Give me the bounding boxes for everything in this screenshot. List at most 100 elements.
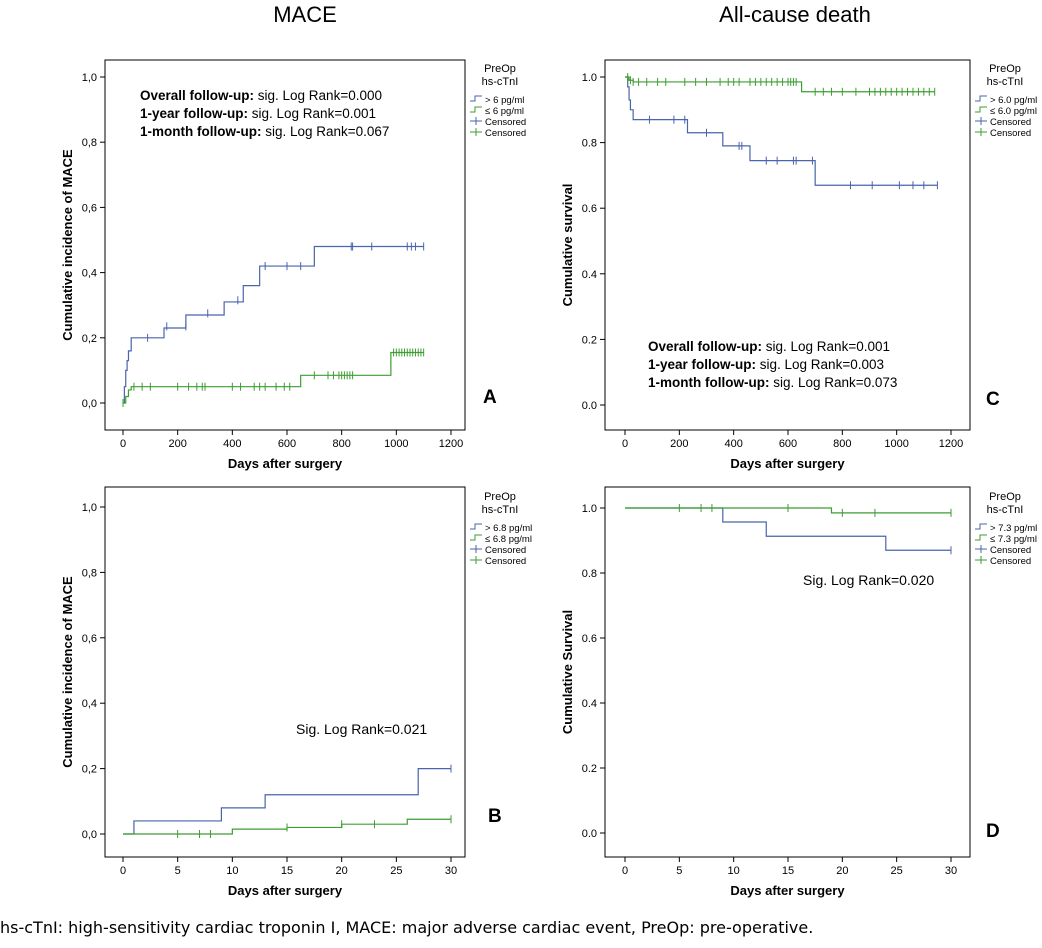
legend-title-a: PreOp bbox=[484, 63, 516, 75]
legend-title-b: PreOp bbox=[484, 491, 516, 503]
legend-label-c: ≤ 6.0 pg/ml bbox=[990, 106, 1037, 117]
panel-label-d: D bbox=[986, 821, 1000, 842]
legend-label-c: Censored bbox=[990, 117, 1031, 128]
log-rank-period: 1-year follow-up: bbox=[140, 106, 248, 121]
log-rank-value: sig. Log Rank=0.001 bbox=[248, 106, 376, 121]
legend-label-a: > 6 pg/ml bbox=[485, 95, 524, 106]
legend-title-c: hs-cTnI bbox=[987, 76, 1024, 88]
x-tick-label-c: 400 bbox=[724, 438, 742, 450]
x-tick-label-d: 0 bbox=[622, 865, 628, 877]
y-tick-label-a: 0,2 bbox=[82, 333, 97, 345]
km-curve-d-high bbox=[625, 507, 951, 551]
legend-swatch-d bbox=[975, 523, 987, 530]
y-axis-label-d: Cumulative Survival bbox=[560, 610, 575, 734]
legend-swatch-c bbox=[975, 106, 987, 113]
legend-swatch-c bbox=[975, 95, 987, 102]
legend-label-d: > 7.3 pg/ml bbox=[990, 523, 1037, 534]
plot-frame-d bbox=[604, 486, 971, 858]
legend-swatch-b bbox=[470, 534, 482, 541]
x-tick-label-d: 5 bbox=[676, 865, 682, 877]
y-tick-label-b: 0,4 bbox=[82, 698, 97, 710]
legend-label-a: Censored bbox=[485, 117, 526, 128]
y-tick-label-a: 0,0 bbox=[82, 398, 97, 410]
log-rank-value: sig. Log Rank=0.001 bbox=[762, 339, 890, 354]
legend-swatch-b bbox=[470, 523, 482, 530]
legend-title-d: PreOp bbox=[989, 491, 1021, 503]
x-axis-label-c: Days after surgery bbox=[730, 456, 845, 471]
legend-label-a: ≤ 6 pg/ml bbox=[485, 106, 524, 117]
x-tick-label-d: 15 bbox=[782, 865, 794, 877]
y-tick-label-c: 0.4 bbox=[582, 269, 597, 281]
x-tick-label-a: 200 bbox=[168, 438, 186, 450]
log-rank-period: 1-month follow-up: bbox=[648, 375, 769, 390]
log-rank-annotation-a: 1-month follow-up: sig. Log Rank=0.067 bbox=[140, 124, 389, 139]
km-curve-b-low bbox=[123, 818, 451, 835]
x-tick-label-c: 0 bbox=[622, 438, 628, 450]
legend-label-b: ≤ 6.8 pg/ml bbox=[485, 534, 532, 545]
y-tick-label-d: 0.6 bbox=[582, 633, 597, 645]
panel-label-c: C bbox=[986, 389, 1000, 410]
log-rank-annotation-c: 1-month follow-up: sig. Log Rank=0.073 bbox=[648, 375, 897, 390]
x-axis-label-a: Days after surgery bbox=[228, 456, 343, 471]
y-tick-label-d: 0.0 bbox=[582, 828, 597, 840]
y-tick-label-d: 0.4 bbox=[582, 698, 597, 710]
x-tick-label-b: 30 bbox=[445, 865, 457, 877]
legend-swatch-a bbox=[470, 95, 482, 102]
y-tick-label-c: 0.8 bbox=[582, 138, 597, 150]
km-curve-c-low bbox=[625, 76, 935, 93]
x-tick-label-c: 800 bbox=[833, 438, 851, 450]
y-tick-label-d: 1.0 bbox=[582, 503, 597, 515]
y-tick-label-a: 1,0 bbox=[82, 72, 97, 84]
legend-label-b: > 6.8 pg/ml bbox=[485, 523, 532, 534]
log-rank-period: Overall follow-up: bbox=[648, 339, 762, 354]
x-tick-label-c: 1000 bbox=[884, 438, 908, 450]
log-rank-period: 1-month follow-up: bbox=[140, 124, 261, 139]
x-tick-label-a: 800 bbox=[332, 438, 350, 450]
log-rank-annotation-c: 1-year follow-up: sig. Log Rank=0.003 bbox=[648, 357, 884, 372]
y-tick-label-c: 1.0 bbox=[582, 72, 597, 84]
x-axis-label-b: Days after surgery bbox=[228, 883, 343, 898]
x-tick-label-d: 10 bbox=[728, 865, 740, 877]
y-tick-label-b: 0,6 bbox=[82, 633, 97, 645]
y-tick-label-d: 0.2 bbox=[582, 763, 597, 775]
legend-title-c: PreOp bbox=[989, 63, 1021, 75]
y-tick-label-d: 0.8 bbox=[582, 568, 597, 580]
figure-caption: hs-cTnI: high-sensitivity cardiac tropon… bbox=[0, 918, 814, 937]
legend-label-b: Censored bbox=[485, 556, 526, 567]
y-axis-label-b: Cumulative incidence of MACE bbox=[60, 576, 75, 768]
km-curve-d-low bbox=[625, 507, 951, 514]
legend-swatch-d bbox=[975, 534, 987, 541]
km-curve-a-high bbox=[123, 245, 424, 404]
log-rank-period: Overall follow-up: bbox=[140, 88, 254, 103]
km-curve-a-low bbox=[123, 351, 424, 404]
km-curve-c-high bbox=[625, 76, 938, 186]
x-tick-label-c: 200 bbox=[670, 438, 688, 450]
km-curve-b-high bbox=[123, 768, 451, 835]
panel-label-a: A bbox=[483, 387, 497, 408]
plot-frame-b bbox=[104, 486, 466, 858]
plot-frame-a bbox=[104, 59, 466, 431]
legend-label-c: Censored bbox=[990, 128, 1031, 139]
y-tick-label-b: 0,0 bbox=[82, 829, 97, 841]
x-tick-label-c: 1200 bbox=[939, 438, 963, 450]
y-tick-label-a: 0,8 bbox=[82, 137, 97, 149]
x-tick-label-c: 600 bbox=[779, 438, 797, 450]
y-tick-label-a: 0,4 bbox=[82, 268, 97, 280]
legend-title-b: hs-cTnI bbox=[482, 504, 519, 516]
y-axis-label-c: Cumulative survival bbox=[560, 184, 575, 307]
panel-label-b: B bbox=[488, 806, 502, 827]
x-axis-label-d: Days after surgery bbox=[730, 883, 845, 898]
x-tick-label-a: 400 bbox=[223, 438, 241, 450]
log-rank-annotation-c: Overall follow-up: sig. Log Rank=0.001 bbox=[648, 339, 890, 354]
legend-label-d: Censored bbox=[990, 556, 1031, 567]
y-tick-label-c: 0.2 bbox=[582, 334, 597, 346]
y-tick-label-c: 0.6 bbox=[582, 203, 597, 215]
legend-title-d: hs-cTnI bbox=[987, 504, 1024, 516]
x-tick-label-b: 20 bbox=[336, 865, 348, 877]
log-rank-value: sig. Log Rank=0.000 bbox=[254, 88, 382, 103]
y-tick-label-a: 0,6 bbox=[82, 202, 97, 214]
log-rank-annotation-d: Sig. Log Rank=0.020 bbox=[803, 572, 934, 588]
legend-label-c: > 6.0 pg/ml bbox=[990, 95, 1037, 106]
y-tick-label-b: 0,8 bbox=[82, 567, 97, 579]
legend-swatch-a bbox=[470, 106, 482, 113]
